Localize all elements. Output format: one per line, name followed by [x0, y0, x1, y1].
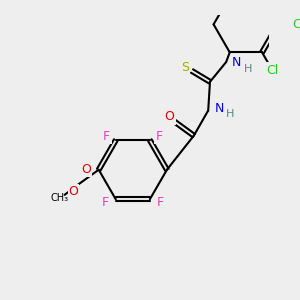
- Text: Cl: Cl: [266, 64, 278, 77]
- Text: O: O: [165, 110, 175, 123]
- Text: Cl: Cl: [293, 18, 300, 31]
- Text: O: O: [69, 185, 79, 198]
- Text: H: H: [244, 64, 252, 74]
- Text: F: F: [101, 196, 109, 209]
- Text: F: F: [103, 130, 110, 143]
- Text: N: N: [214, 102, 224, 115]
- Text: O: O: [81, 163, 91, 176]
- Text: S: S: [181, 61, 189, 74]
- Text: H: H: [226, 109, 234, 119]
- Text: CH₃: CH₃: [50, 194, 68, 203]
- Text: N: N: [232, 56, 242, 69]
- Text: F: F: [155, 130, 162, 143]
- Text: F: F: [157, 196, 164, 209]
